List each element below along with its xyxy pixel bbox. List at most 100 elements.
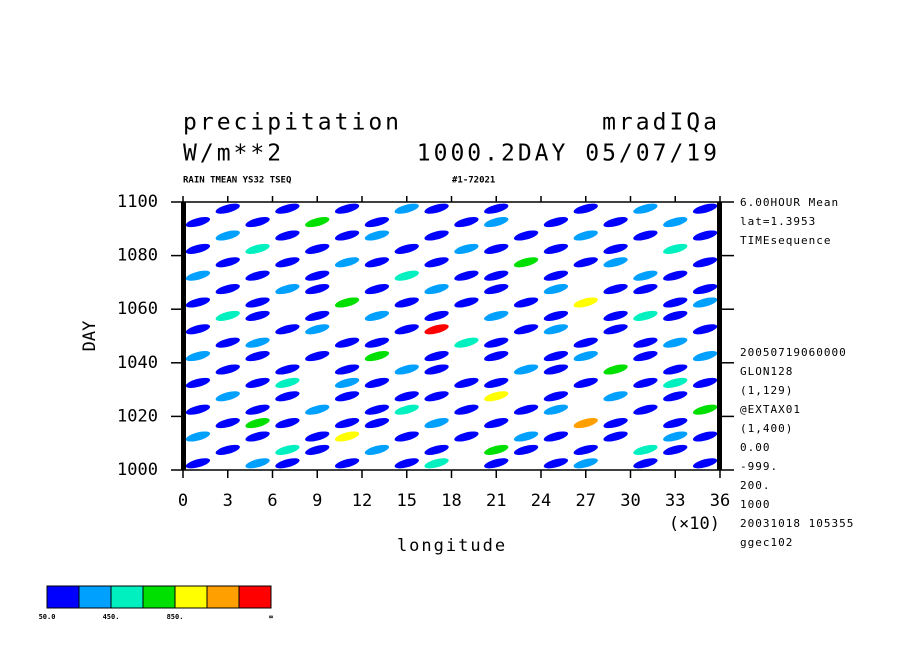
field-cell — [394, 404, 419, 415]
field-cell — [453, 255, 479, 269]
field-cell — [304, 362, 330, 376]
field-cell — [364, 202, 390, 216]
x-tick-label: 33 — [665, 491, 685, 511]
note: 0.00 — [740, 441, 771, 454]
field-cell — [274, 269, 300, 283]
field-cell — [543, 431, 569, 442]
field-cell — [185, 336, 211, 350]
field-cell — [513, 309, 539, 323]
field-cell — [453, 349, 479, 363]
note: TIMEsequence — [740, 234, 831, 247]
field-cell — [692, 404, 718, 415]
colorbar-label: 450. — [103, 613, 120, 621]
field-cell — [633, 230, 658, 241]
field-cell — [364, 295, 390, 309]
field-cell — [692, 389, 718, 403]
field-cell — [483, 403, 509, 417]
field-cell — [334, 349, 360, 363]
field-cell — [543, 364, 569, 375]
plot-frame — [182, 201, 721, 471]
field-cell — [394, 364, 419, 375]
field-cell — [484, 270, 509, 281]
field-cell — [602, 376, 628, 390]
x-tick-label: 9 — [312, 491, 322, 511]
field-cell — [185, 458, 211, 469]
field-cell — [663, 444, 688, 455]
field-cell — [663, 337, 688, 348]
field-cell — [185, 389, 211, 403]
field-cell — [245, 310, 270, 321]
field-cell — [484, 310, 509, 321]
field-cell — [543, 295, 569, 309]
field-cell — [185, 416, 211, 430]
field-cell — [513, 444, 539, 455]
field-cell — [543, 284, 569, 295]
field-cell — [334, 337, 360, 348]
field-cell — [364, 418, 390, 429]
field-cell — [692, 443, 718, 457]
field-cell — [245, 270, 270, 281]
field-cell — [244, 228, 270, 242]
field-cell — [513, 349, 539, 363]
field-cell — [274, 309, 300, 323]
field-cell — [454, 243, 479, 254]
field-cell — [215, 322, 241, 336]
field-cell — [484, 458, 509, 469]
x-tick-label: 36 — [710, 491, 730, 511]
field-cell — [543, 202, 569, 216]
field-cell — [632, 429, 658, 443]
x-tick-label: 12 — [352, 491, 372, 511]
field-cell — [692, 377, 718, 388]
field-cell — [663, 217, 688, 228]
field-cell — [453, 362, 479, 376]
field-cell — [424, 324, 449, 335]
field-cell — [692, 297, 718, 308]
field-cell — [603, 418, 628, 429]
field-cell — [454, 217, 479, 228]
field-cell — [364, 444, 390, 455]
field-cell — [484, 217, 509, 228]
colorbar-box — [78, 585, 112, 609]
field-cell — [573, 309, 599, 323]
field-cell — [394, 349, 420, 363]
field-cell — [663, 270, 688, 281]
field-cell — [513, 215, 539, 229]
field-cell — [632, 215, 658, 229]
field-cell — [573, 444, 598, 455]
field-cell — [603, 391, 628, 402]
field-cell — [364, 389, 390, 403]
field-cell — [364, 456, 390, 470]
field-cell — [453, 202, 479, 216]
chart-title: precipitation — [183, 110, 402, 136]
field-cell — [692, 242, 718, 256]
field-cell — [484, 243, 509, 254]
field-cell — [215, 337, 240, 348]
field-cell — [334, 269, 360, 283]
field-cell — [513, 230, 539, 241]
field-cell — [633, 337, 658, 348]
colorbar-box — [238, 585, 272, 609]
field-cell — [453, 443, 479, 457]
field-cell — [275, 203, 300, 214]
field-cell — [215, 215, 241, 229]
field-cell — [484, 377, 509, 388]
note: lat=1.3953 — [740, 215, 816, 228]
field-cell — [304, 228, 330, 242]
field-cell — [185, 324, 211, 335]
field-cell — [573, 389, 599, 403]
field-cell — [245, 297, 270, 308]
field-cell — [275, 458, 300, 469]
field-cell — [394, 458, 419, 469]
field-cell — [454, 270, 479, 281]
field-cell — [185, 217, 211, 228]
field-cell — [244, 282, 270, 296]
chart-subtitle-right: 1000.2DAY 05/07/19 — [417, 141, 720, 167]
field-cell — [185, 202, 211, 216]
field-cell — [692, 269, 718, 283]
field-cell — [304, 295, 330, 309]
field-cell — [662, 202, 688, 216]
field-cell — [483, 322, 509, 336]
field-cell — [602, 336, 628, 350]
field-cell — [513, 416, 539, 430]
note: @EXTAX01 — [740, 403, 801, 416]
